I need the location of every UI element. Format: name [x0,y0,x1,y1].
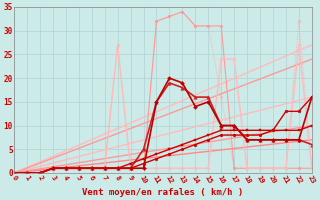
X-axis label: Vent moyen/en rafales ( km/h ): Vent moyen/en rafales ( km/h ) [82,188,244,197]
